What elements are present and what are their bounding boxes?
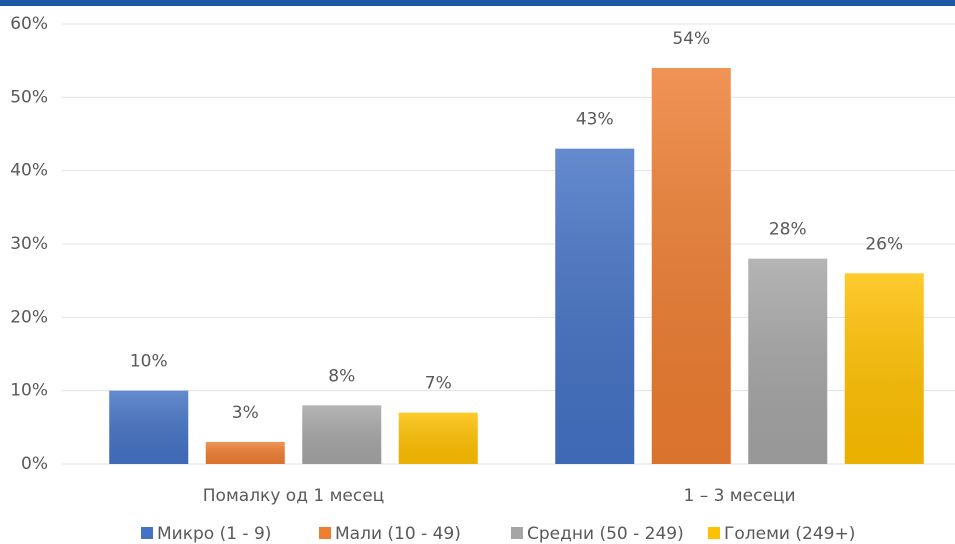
legend-swatch [141, 527, 153, 539]
legend-label: Мали (10 - 49) [335, 524, 461, 544]
header-strip [0, 0, 955, 6]
data-label: 26% [865, 234, 903, 254]
bar-shine [748, 258, 828, 464]
bar-shine [302, 405, 382, 464]
data-label: 10% [130, 352, 168, 372]
bar-shine [398, 412, 478, 464]
x-tick-label: 1 – 3 месеци [683, 486, 795, 506]
data-label: 8% [328, 366, 355, 386]
data-label: 28% [769, 220, 807, 240]
x-tick-label: Помалку од 1 месец [203, 486, 384, 506]
data-label: 3% [232, 403, 259, 423]
legend-label: Големи (249+) [724, 524, 855, 544]
data-label: 43% [576, 110, 614, 130]
y-tick-label: 10% [10, 381, 48, 401]
y-tick-label: 30% [10, 234, 48, 254]
y-tick-label: 0% [21, 454, 48, 474]
bar-shine [109, 390, 189, 464]
data-label: 54% [672, 29, 710, 49]
y-tick-label: 20% [10, 307, 48, 327]
y-tick-label: 40% [10, 161, 48, 181]
bar-shine [555, 148, 635, 464]
bar-shine [844, 273, 924, 464]
legend-swatch [319, 527, 331, 539]
legend-label: Микро (1 - 9) [157, 524, 271, 544]
bar-shine [651, 68, 731, 464]
legend-swatch [708, 527, 720, 539]
y-tick-label: 50% [10, 87, 48, 107]
legend-swatch [511, 527, 523, 539]
bar-shine [205, 442, 285, 464]
y-tick-label: 60% [10, 14, 48, 34]
legend-label: Средни (50 - 249) [527, 524, 684, 544]
data-label: 7% [425, 374, 452, 394]
